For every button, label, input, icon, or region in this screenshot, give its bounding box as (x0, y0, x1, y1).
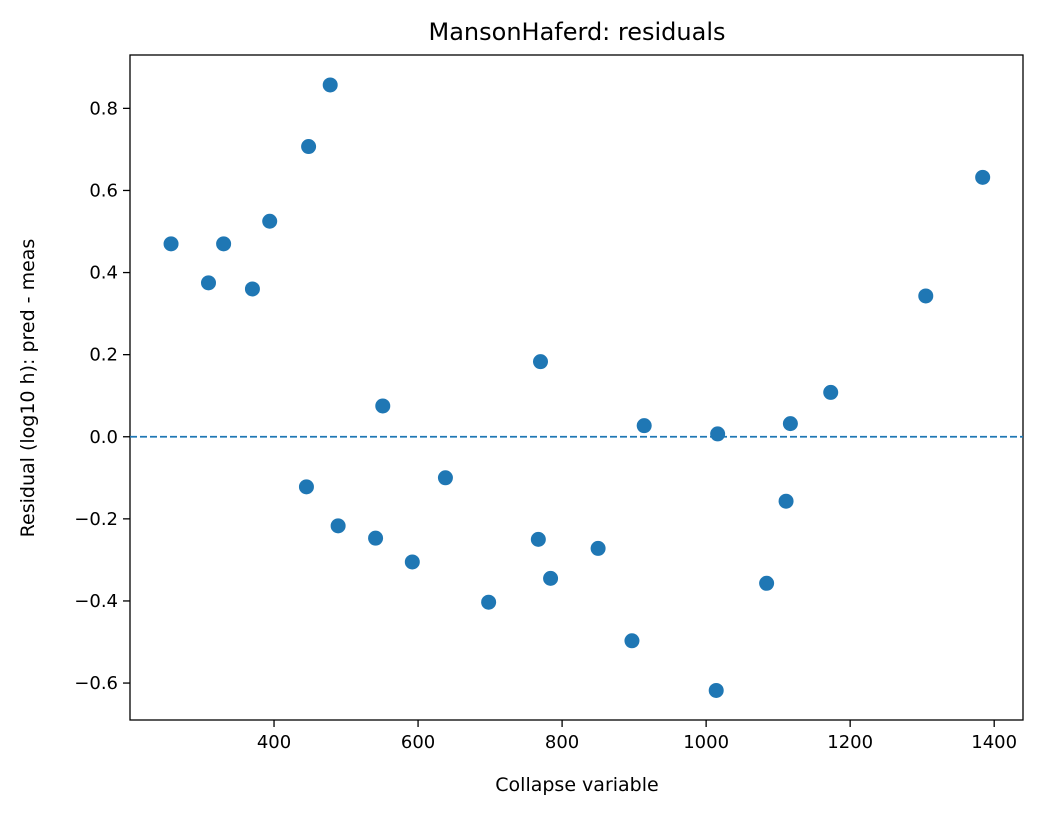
data-point (759, 575, 775, 591)
y-tick-label: −0.4 (74, 591, 118, 612)
data-point (200, 275, 216, 291)
data-point (262, 213, 278, 229)
data-point (375, 398, 391, 414)
data-point (918, 288, 934, 304)
x-tick-label: 1200 (827, 732, 873, 753)
y-axis: −0.6 −0.4 −0.2 0.0 0.2 0.4 0.6 0.8 (74, 98, 130, 694)
data-point (530, 531, 546, 547)
y-tick-label: 0.4 (89, 263, 118, 284)
data-point (624, 633, 640, 649)
data-point (301, 139, 317, 155)
data-points (163, 77, 991, 698)
data-point (244, 281, 260, 297)
data-point (163, 236, 179, 252)
data-point (216, 236, 232, 252)
data-point (823, 384, 839, 400)
x-tick-label: 400 (257, 732, 291, 753)
data-point (782, 416, 798, 432)
data-point (322, 77, 338, 93)
data-point (543, 570, 559, 586)
data-point (298, 479, 314, 495)
data-point (708, 682, 724, 698)
data-point (636, 418, 652, 434)
y-tick-label: 0.0 (89, 427, 118, 448)
x-axis: 400 600 800 1000 1200 1400 (257, 720, 1017, 753)
plot-frame (129, 54, 1024, 721)
y-axis-label: Residual (log10 h): pred - meas (17, 239, 39, 538)
data-point (481, 594, 497, 610)
data-point (778, 493, 794, 509)
data-point (330, 518, 346, 534)
data-point (710, 426, 726, 442)
y-tick-label: −0.2 (74, 509, 118, 530)
data-point (590, 540, 606, 556)
y-tick-label: 0.2 (89, 345, 118, 366)
y-tick-label: −0.6 (74, 673, 118, 694)
data-point (404, 554, 420, 570)
data-point (532, 354, 548, 370)
data-point (975, 169, 991, 185)
x-tick-label: 1400 (971, 732, 1017, 753)
x-tick-label: 600 (401, 732, 435, 753)
x-tick-label: 800 (545, 732, 579, 753)
y-tick-label: 0.6 (89, 180, 118, 201)
data-point (368, 530, 384, 546)
x-tick-label: 1000 (683, 732, 729, 753)
chart-title: MansonHaferd: residuals (429, 18, 726, 46)
data-point (437, 470, 453, 486)
x-axis-label: Collapse variable (495, 774, 658, 796)
y-tick-label: 0.8 (89, 98, 118, 119)
